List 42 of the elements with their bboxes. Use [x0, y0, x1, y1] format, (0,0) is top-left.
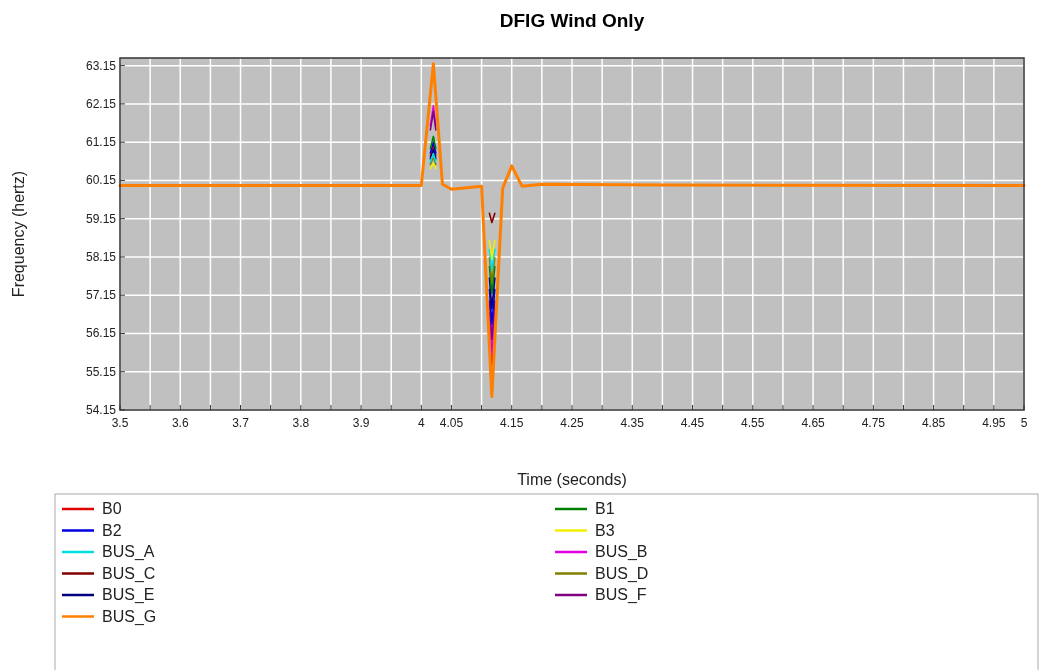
legend-label: BUS_A [102, 543, 155, 561]
x-tick-label: 4.95 [982, 416, 1006, 430]
y-tick-label: 59.15 [85, 211, 117, 226]
x-tick-label: 3.5 [111, 416, 129, 430]
line-series [118, 62, 1026, 399]
chart-title: DFIG Wind Only [499, 10, 645, 31]
x-tick-label: 3.8 [292, 416, 310, 430]
legend-label: BUS_C [102, 564, 156, 583]
y-tick-label: 55.15 [85, 364, 117, 379]
legend-label: BUS_F [595, 586, 647, 604]
x-tick-label: 4.85 [921, 416, 946, 430]
y-tick-label: 61.15 [85, 135, 117, 150]
legend-label: B0 [102, 500, 122, 517]
x-axis-title: Time (seconds) [517, 471, 627, 488]
legend-label: BUS_D [595, 564, 649, 583]
y-tick-label: 60.15 [85, 173, 117, 188]
legend-label: B1 [595, 500, 615, 517]
x-tick-label: 4.35 [620, 416, 645, 430]
legend-label: BUS_B [595, 543, 648, 561]
y-tick-label: 62.15 [85, 96, 117, 111]
x-tick-label: 4.55 [741, 416, 765, 430]
x-tick-label: 3.6 [171, 416, 189, 430]
x-tick-label: 4.25 [560, 416, 584, 430]
y-tick-label: 57.15 [85, 288, 117, 303]
legend-label: BUS_G [102, 607, 157, 626]
legend-label: B2 [102, 521, 122, 539]
y-axis-title: Frequency (hertz) [10, 170, 27, 298]
x-tick-label: 4.45 [680, 416, 705, 430]
legend-label: B3 [595, 521, 615, 539]
y-tick-label: 63.15 [85, 58, 117, 73]
x-tick-label: 3.7 [232, 416, 250, 430]
x-tick-label: 4.05 [439, 416, 464, 430]
x-tick-label: 4 [417, 416, 425, 430]
x-tick-label: 4.75 [861, 416, 886, 430]
y-tick-label: 58.15 [85, 249, 117, 264]
x-tick-label: 4.65 [801, 416, 826, 430]
x-tick-label: 5 [1020, 416, 1028, 430]
x-tick-label: 3.9 [352, 416, 370, 430]
x-tick-label: 4.15 [500, 416, 524, 430]
y-tick-label: 56.15 [85, 326, 117, 341]
y-tick-label: 54.15 [85, 403, 117, 417]
legend-label: BUS_E [102, 586, 155, 604]
